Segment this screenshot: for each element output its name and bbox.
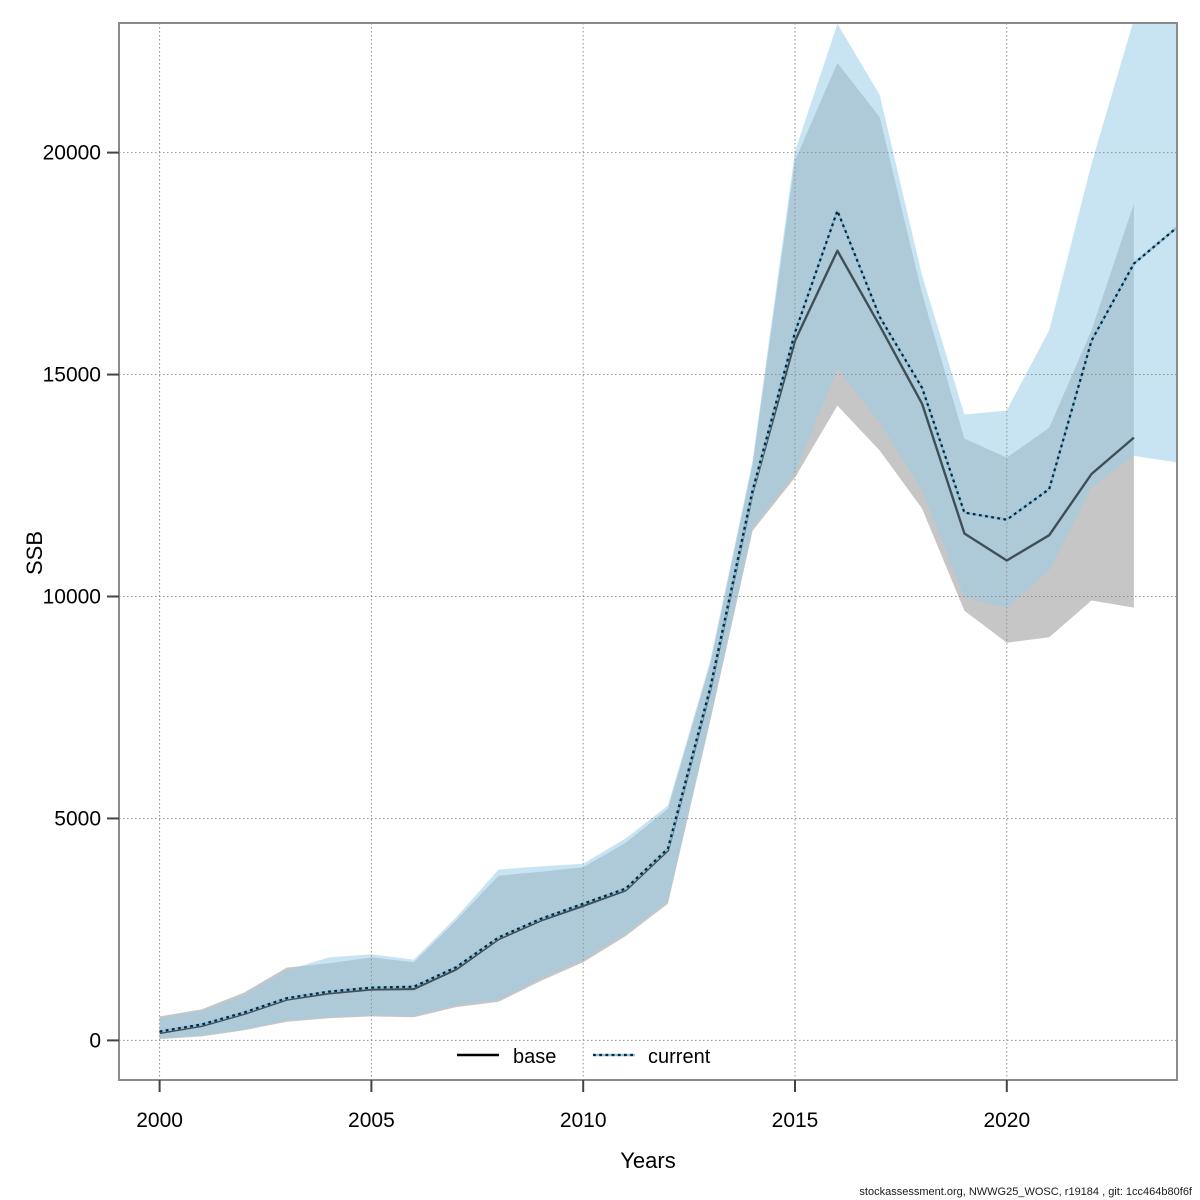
x-tick-label: 2020: [983, 1109, 1030, 1132]
x-tick-label: 2005: [348, 1109, 395, 1132]
y-axis-title: SSB: [22, 531, 47, 575]
x-tick-label: 2010: [560, 1109, 607, 1132]
y-tick-label: 10000: [43, 586, 101, 609]
series-lines: [159, 209, 1177, 1035]
current-confidence-band: [159, 23, 1177, 1039]
x-tick-label: 2015: [772, 1109, 819, 1132]
y-tick-label: 20000: [43, 142, 101, 165]
axis-tick-labels: 2000 2005 2010 2015 2020 0 5000 10000 15000 20000: [43, 142, 1031, 1132]
y-tick-label: 5000: [54, 807, 101, 830]
current-mean-line: [159, 209, 1177, 1033]
legend-current-label: current: [648, 1046, 711, 1068]
base-mean-line: [159, 249, 1135, 1035]
x-axis-title: Years: [620, 1148, 675, 1173]
axis-ticks: [107, 151, 1008, 1092]
confidence-bands: [159, 23, 1177, 1040]
legend-base-label: base: [513, 1046, 556, 1068]
legend: base current: [457, 1046, 711, 1068]
plot-border: [118, 22, 1178, 1081]
x-tick-label: 2000: [136, 1109, 183, 1132]
y-tick-label: 15000: [43, 364, 101, 387]
footer-attribution: stockassessment.org, NWWG25_WOSC, r19184…: [859, 1186, 1193, 1198]
y-tick-label: 0: [89, 1029, 101, 1052]
